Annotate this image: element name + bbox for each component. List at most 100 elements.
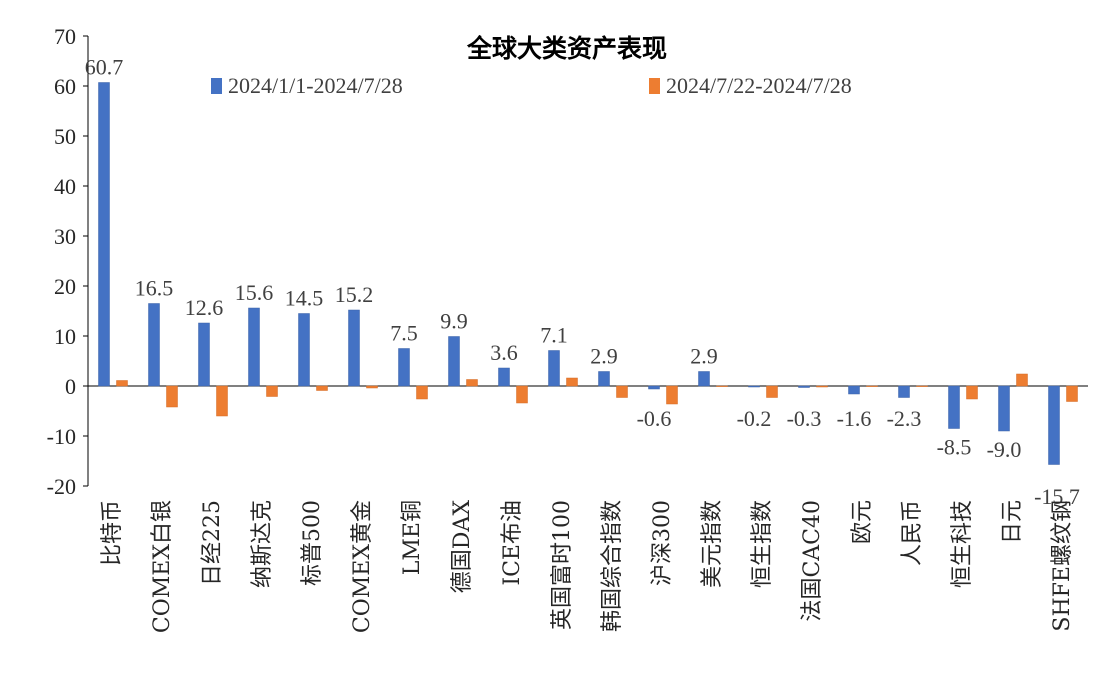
bar-week	[316, 385, 328, 391]
bar-ytd	[798, 385, 810, 388]
data-label: 7.1	[540, 323, 568, 348]
bar-week	[616, 385, 628, 398]
legend-label: 2024/7/22-2024/7/28	[666, 73, 852, 98]
x-category-label: 纳斯达克	[250, 500, 275, 588]
x-category-label: 日元	[1000, 500, 1025, 544]
y-tick-label: 40	[54, 174, 76, 199]
data-label: 14.5	[285, 286, 324, 311]
bar-ytd	[898, 385, 910, 398]
data-label: 2.9	[690, 344, 718, 369]
bar-week	[266, 385, 278, 397]
y-tick-label: 60	[54, 74, 76, 99]
data-label: -2.3	[887, 406, 922, 431]
y-tick-label: 30	[54, 224, 76, 249]
x-category-label: 标普500	[300, 500, 325, 586]
bar-week	[216, 385, 228, 417]
data-label: 9.9	[440, 309, 468, 334]
x-category-label: 韩国综合指数	[600, 500, 625, 632]
data-label: 3.6	[490, 340, 518, 365]
y-tick-label: 0	[65, 374, 76, 399]
x-category-label: 美元指数	[700, 500, 725, 588]
bar-ytd	[348, 309, 360, 387]
x-category-label: 人民币	[900, 500, 925, 566]
data-label: -1.6	[837, 406, 872, 431]
chart-title: 全球大类资产表现	[466, 34, 667, 63]
bar-ytd	[698, 371, 710, 387]
category-labels: 比特币 COMEX白银 日经225 纳斯达克 标普500 COMEX黄金 LME铜 德国DAX…	[100, 500, 1075, 633]
data-label: 60.7	[85, 55, 124, 80]
x-category-label: SHFE螺纹钢	[1050, 500, 1075, 632]
bar-ytd	[448, 336, 460, 387]
y-tick-label: -20	[47, 474, 76, 499]
bar-week	[966, 385, 978, 400]
data-label: -0.3	[787, 406, 822, 431]
data-label: 7.5	[390, 321, 418, 346]
bar-week	[566, 377, 578, 387]
bar-ytd	[598, 371, 610, 387]
bar-ytd	[498, 367, 510, 387]
bar-ytd	[948, 385, 960, 429]
x-category-label: 比特币	[100, 500, 125, 566]
bar-week	[116, 380, 128, 387]
bar-week	[516, 385, 528, 404]
data-label: -0.2	[737, 406, 772, 431]
bars	[98, 82, 1078, 465]
x-category-label: 欧元	[850, 500, 875, 544]
bar-week	[916, 385, 928, 387]
axes: -20 -10 0 10 20 30 40 50 60 70	[47, 24, 1088, 499]
y-tick-label: 10	[54, 324, 76, 349]
data-label: -9.0	[987, 437, 1022, 462]
x-category-label: LME铜	[400, 500, 425, 575]
bar-week	[766, 385, 778, 398]
bar-ytd	[648, 385, 660, 390]
x-category-label: 德国DAX	[450, 500, 475, 594]
data-label: 16.5	[135, 276, 174, 301]
bar-ytd	[748, 385, 760, 388]
bar-ytd	[98, 82, 110, 387]
bar-ytd	[198, 322, 210, 387]
bar-ytd	[248, 307, 260, 387]
bar-week	[1066, 385, 1078, 402]
bar-ytd	[398, 348, 410, 387]
data-label: 2.9	[590, 344, 618, 369]
x-category-label: 恒生科技	[950, 500, 975, 588]
legend-swatch	[649, 78, 660, 94]
bar-week	[166, 385, 178, 408]
y-tick-label: 20	[54, 274, 76, 299]
data-label: 15.2	[335, 282, 374, 307]
x-category-label: 英国富时100	[550, 500, 575, 630]
data-label: 12.6	[185, 295, 224, 320]
bar-week	[816, 385, 828, 388]
bar-ytd	[998, 385, 1010, 432]
bar-week	[1016, 373, 1028, 387]
x-category-label: 法国CAC40	[800, 500, 825, 622]
y-tick-label: 50	[54, 124, 76, 149]
bar-week	[666, 385, 678, 405]
x-category-label: 沪深300	[650, 500, 675, 586]
bar-week	[416, 385, 428, 400]
data-label: -8.5	[937, 435, 972, 460]
x-category-label: 日经225	[200, 500, 225, 586]
legend: 2024/1/1-2024/7/28 2024/7/22-2024/7/28	[211, 73, 852, 98]
legend-swatch	[211, 78, 222, 94]
data-label: -0.6	[637, 406, 672, 431]
bar-ytd	[298, 313, 310, 387]
x-category-label: COMEX黄金	[350, 500, 375, 633]
y-tick-label: 70	[54, 24, 76, 49]
bar-week	[366, 385, 378, 389]
bar-week	[716, 385, 728, 387]
data-label: 15.6	[235, 280, 274, 305]
bar-ytd	[548, 350, 560, 387]
x-category-label: COMEX白银	[150, 500, 175, 633]
bar-ytd	[848, 385, 860, 395]
bar-ytd	[148, 303, 160, 387]
x-category-label: ICE布油	[500, 500, 525, 586]
data-labels: 60.7 16.5 12.6 15.6 14.5 15.2 7.5 9.9 3.6 7.1 2.9 -…	[85, 55, 1080, 510]
x-category-label: 恒生指数	[750, 500, 775, 588]
bar-ytd	[1048, 385, 1060, 465]
data-label: -15.7	[1034, 484, 1080, 509]
bar-week	[866, 385, 878, 387]
bar-week	[466, 379, 478, 387]
legend-label: 2024/1/1-2024/7/28	[228, 73, 403, 98]
